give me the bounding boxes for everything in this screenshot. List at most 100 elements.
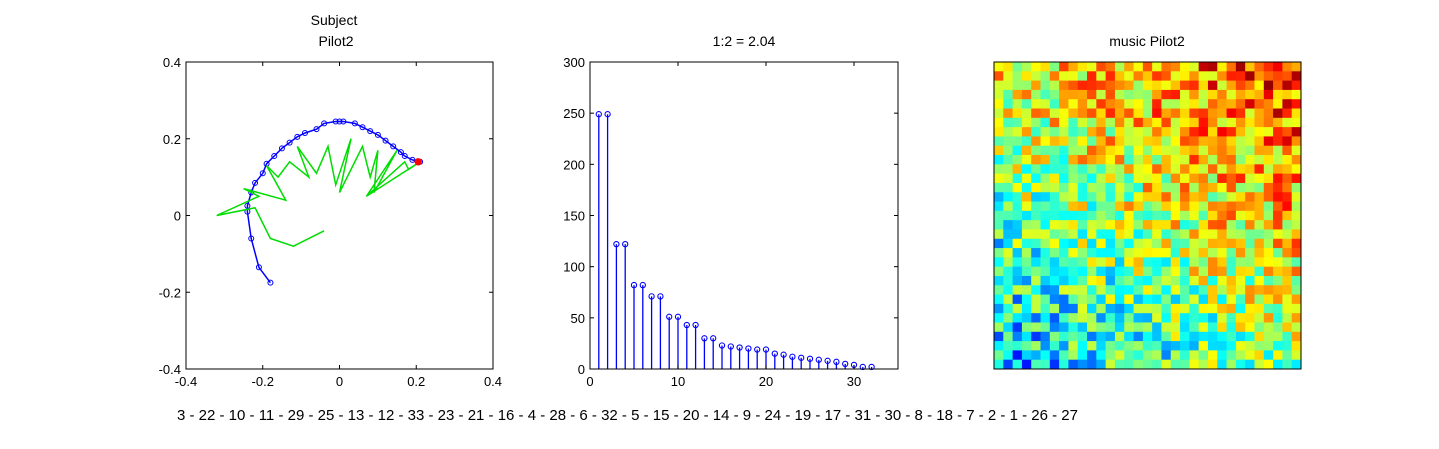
- heatmap-cell: [1124, 229, 1134, 240]
- stem-marker: [622, 241, 629, 248]
- heatmap-cell: [1161, 341, 1172, 351]
- heatmap-cell: [1245, 331, 1255, 342]
- heatmap-cell: [1077, 71, 1088, 81]
- heatmap-cell: [1189, 192, 1200, 202]
- heatmap-cell: [1217, 108, 1227, 119]
- heatmap-cell: [1189, 145, 1200, 156]
- heatmap-cell: [1087, 294, 1097, 305]
- heatmap-cell: [1021, 117, 1032, 128]
- heatmap-cell: [1198, 71, 1209, 81]
- heatmap-cell: [1180, 136, 1190, 147]
- heatmap-cell: [1040, 248, 1051, 258]
- heatmap-cell: [1068, 350, 1079, 361]
- heatmap-cell: [1245, 192, 1255, 202]
- heatmap-cell: [1152, 285, 1162, 295]
- heatmap-cell: [1254, 238, 1265, 249]
- heatmap-cell: [1105, 89, 1116, 100]
- heatmap-cell: [1049, 248, 1060, 258]
- heatmap-cell: [1254, 341, 1265, 351]
- heatmap-cell: [1245, 108, 1255, 119]
- heatmap-cell: [1003, 313, 1013, 323]
- heatmap-cell: [1161, 266, 1172, 277]
- heatmap-cell: [1124, 341, 1134, 351]
- heatmap-cell: [1152, 127, 1162, 137]
- stem-marker: [666, 313, 673, 320]
- heatmap-cell: [1198, 350, 1209, 361]
- heatmap-cell: [994, 127, 1004, 137]
- heatmap-cell: [1226, 155, 1237, 165]
- heatmap-cell: [1114, 136, 1125, 147]
- heatmap-cell: [1077, 275, 1088, 286]
- heatmap-cell: [1170, 210, 1181, 221]
- heatmap-cell: [1254, 145, 1265, 156]
- heatmap-cell: [1282, 117, 1293, 128]
- heatmap-cell: [1059, 331, 1069, 342]
- heatmap-cell: [1217, 257, 1227, 268]
- heatmap-cell: [1124, 99, 1134, 109]
- heatmap-cell: [1170, 164, 1181, 175]
- heatmap-cell: [1282, 99, 1293, 109]
- heatmap-cell: [1077, 285, 1088, 295]
- heatmap-cell: [1003, 164, 1013, 175]
- heatmap-cell: [1003, 238, 1013, 249]
- heatmap-cell: [1245, 80, 1255, 91]
- heatmap-cell: [1040, 173, 1051, 184]
- heatmap-cell: [1291, 173, 1302, 184]
- heatmap-cell: [1096, 62, 1107, 72]
- heatmap-cell: [1068, 89, 1079, 100]
- heatmap-cell: [1012, 155, 1023, 165]
- heatmap-cell: [1207, 192, 1218, 202]
- heatmap-cell: [1170, 341, 1181, 351]
- heatmap-cell: [1226, 248, 1237, 258]
- heatmap-cell: [1105, 182, 1116, 193]
- heatmap-cell: [1180, 173, 1190, 184]
- heatmap-cell: [1049, 182, 1060, 193]
- heatmap-cell: [1217, 266, 1227, 277]
- heatmap-cell: [1245, 127, 1255, 137]
- heatmap-cell: [1245, 359, 1255, 370]
- heatmap-cell: [1059, 266, 1069, 277]
- heatmap-cell: [1254, 285, 1265, 295]
- heatmap-cell: [1142, 313, 1153, 323]
- heatmap-cell: [1282, 155, 1293, 165]
- heatmap-cell: [1207, 238, 1218, 249]
- heatmap-cell: [1235, 71, 1246, 81]
- trajectory-point: [278, 145, 285, 152]
- heatmap-cell: [1291, 155, 1302, 165]
- heatmap-cell: [1031, 117, 1041, 128]
- heatmap-cell: [1226, 285, 1237, 295]
- heatmap-cell: [1291, 238, 1302, 249]
- heatmap-cell: [1273, 127, 1283, 137]
- heatmap-cell: [1180, 62, 1190, 72]
- heatmap-cell: [1217, 71, 1227, 81]
- heatmap-cell: [1263, 322, 1274, 333]
- heatmap-cell: [1142, 80, 1153, 91]
- heatmap-cell: [1077, 266, 1088, 277]
- heatmap-cell: [1142, 275, 1153, 286]
- heatmap-cell: [1142, 71, 1153, 81]
- y-tick-label: 300: [563, 55, 585, 70]
- heatmap-cell: [1198, 89, 1209, 100]
- heatmap-cell: [1235, 62, 1246, 72]
- heatmap-cell: [1245, 257, 1255, 268]
- heatmap-cell: [994, 322, 1004, 333]
- heatmap-cell: [1152, 62, 1162, 72]
- heatmap-cell: [1133, 331, 1144, 342]
- trajectory-point: [259, 170, 266, 177]
- heatmap-cell: [1133, 303, 1144, 314]
- stem-marker: [630, 281, 638, 289]
- heatmap-cell: [1021, 285, 1032, 295]
- heatmap-cell: [1031, 220, 1041, 230]
- heatmap-cell: [1142, 257, 1153, 268]
- heatmap-cell: [1207, 341, 1218, 351]
- heatmap-cell: [1040, 294, 1051, 305]
- heatmap-cell: [1105, 62, 1116, 72]
- heatmap-cell: [1077, 164, 1088, 175]
- heatmap-cell: [1152, 248, 1162, 258]
- stem-marker: [745, 345, 752, 352]
- heatmap-cell: [1254, 322, 1265, 333]
- heatmap-cell: [1059, 313, 1069, 323]
- heatmap-cell: [1217, 145, 1227, 156]
- trajectory-point: [267, 279, 274, 286]
